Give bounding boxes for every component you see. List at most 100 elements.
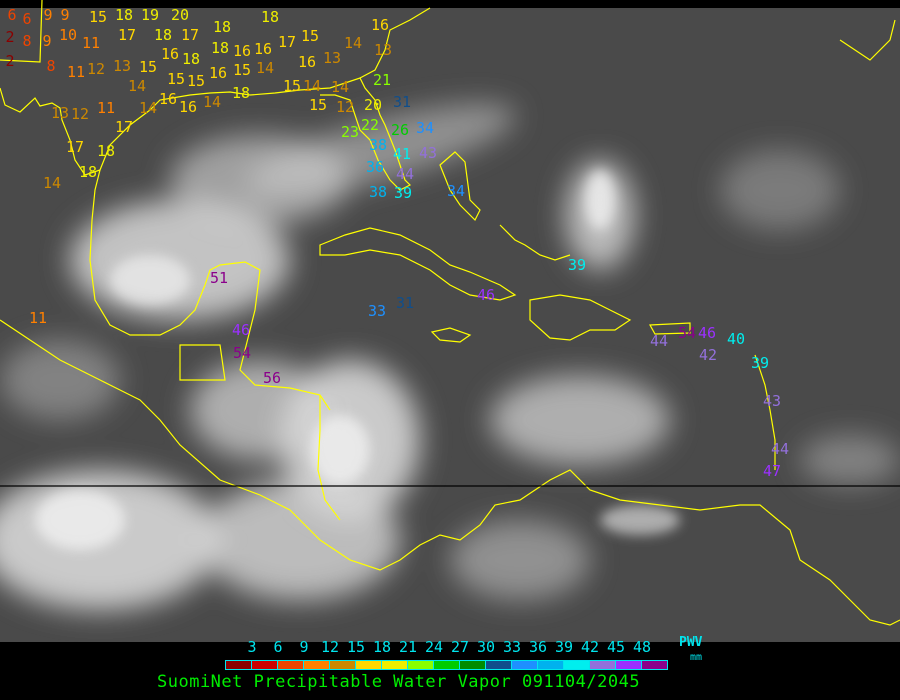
station-pwv-label: 14 xyxy=(344,34,362,52)
station-pwv-label: 18 xyxy=(97,142,115,160)
station-pwv-label: 11 xyxy=(29,309,47,327)
station-pwv-label: 16 xyxy=(298,53,316,71)
legend-swatch xyxy=(408,661,434,669)
legend-tick: 42 xyxy=(580,638,600,656)
station-pwv-label: 8 xyxy=(22,32,31,50)
station-pwv-label: 19 xyxy=(141,6,159,24)
station-pwv-label: 16 xyxy=(159,90,177,108)
station-pwv-label: 13 xyxy=(51,104,69,122)
station-pwv-label: 10 xyxy=(59,26,77,44)
station-pwv-label: 39 xyxy=(751,354,769,372)
station-pwv-label: 42 xyxy=(699,346,717,364)
legend-label: PWV xyxy=(679,635,703,650)
legend-tick: 36 xyxy=(528,638,548,656)
legend-tick-labels: 3 6 9 12 15 18 21 24 27 30 33 36 39 42 45 48 xyxy=(226,638,686,656)
station-pwv-label: 44 xyxy=(396,165,414,183)
station-pwv-label: 14 xyxy=(256,59,274,77)
station-pwv-label: 14 xyxy=(128,77,146,95)
station-pwv-label: 8 xyxy=(46,57,55,75)
station-pwv-label: 47 xyxy=(763,462,781,480)
station-pwv-label: 6 xyxy=(7,6,16,24)
legend-tick: 3 xyxy=(247,638,257,656)
station-pwv-label: 20 xyxy=(171,6,189,24)
station-pwv-label: 2 xyxy=(5,28,14,46)
station-pwv-label: 38 xyxy=(369,136,387,154)
station-pwv-label: 18 xyxy=(79,163,97,181)
legend-tick: 27 xyxy=(450,638,470,656)
station-pwv-label: 15 xyxy=(167,70,185,88)
station-pwv-label: 44 xyxy=(650,332,668,350)
station-pwv-label: 46 xyxy=(698,324,716,342)
legend-swatch xyxy=(590,661,616,669)
station-pwv-label: 15 xyxy=(89,8,107,26)
legend-swatch xyxy=(642,661,667,669)
station-pwv-label: 56 xyxy=(263,369,281,387)
station-pwv-label: 31 xyxy=(396,294,414,312)
station-pwv-label: 18 xyxy=(154,26,172,44)
station-pwv-label: 41 xyxy=(393,145,411,163)
station-pwv-label: 31 xyxy=(393,93,411,111)
station-pwv-label: 44 xyxy=(771,440,789,458)
station-pwv-label: 46 xyxy=(232,321,250,339)
station-pwv-label: 14 xyxy=(43,174,61,192)
station-pwv-label: 18 xyxy=(115,6,133,24)
station-pwv-label: 40 xyxy=(727,330,745,348)
legend-tick: 39 xyxy=(554,638,574,656)
station-pwv-label: 38 xyxy=(369,183,387,201)
station-pwv-label: 9 xyxy=(42,32,51,50)
station-pwv-label: 14 xyxy=(203,93,221,111)
station-pwv-label: 11 xyxy=(67,63,85,81)
station-pwv-label: 33 xyxy=(368,302,386,320)
station-pwv-label: 34 xyxy=(416,119,434,137)
station-pwv-label: 23 xyxy=(341,123,359,141)
station-pwv-label: 14 xyxy=(139,99,157,117)
station-pwv-label: 11 xyxy=(97,99,115,117)
station-pwv-label: 54 xyxy=(678,324,696,342)
station-pwv-label: 17 xyxy=(66,138,84,156)
station-pwv-label: 12 xyxy=(336,98,354,116)
legend-swatch xyxy=(382,661,408,669)
legend-tick: 15 xyxy=(346,638,366,656)
station-pwv-label: 17 xyxy=(181,26,199,44)
station-pwv-label: 15 xyxy=(233,61,251,79)
station-pwv-label: 9 xyxy=(60,6,69,24)
station-pwv-label: 16 xyxy=(161,45,179,63)
station-pwv-label: 54 xyxy=(233,344,251,362)
station-pwv-label: 2 xyxy=(5,52,14,70)
legend-swatch xyxy=(304,661,330,669)
station-pwv-label: 14 xyxy=(303,77,321,95)
station-pwv-label: 39 xyxy=(394,184,412,202)
station-pwv-label: 18 xyxy=(182,50,200,68)
cloud-detail xyxy=(35,170,680,550)
station-pwv-label: 11 xyxy=(82,34,100,52)
legend-tick: 45 xyxy=(606,638,626,656)
legend-tick: 33 xyxy=(502,638,522,656)
station-pwv-label: 15 xyxy=(309,96,327,114)
legend-tick: 30 xyxy=(476,638,496,656)
legend-swatch xyxy=(512,661,538,669)
station-pwv-label: 20 xyxy=(364,96,382,114)
legend-swatch xyxy=(460,661,486,669)
station-pwv-label: 18 xyxy=(213,18,231,36)
station-pwv-label: 17 xyxy=(118,26,136,44)
station-pwv-label: 22 xyxy=(361,116,379,134)
station-pwv-label: 21 xyxy=(373,71,391,89)
legend-color-bar xyxy=(225,660,668,670)
station-pwv-label: 17 xyxy=(115,118,133,136)
legend-swatch xyxy=(356,661,382,669)
legend-swatch xyxy=(486,661,512,669)
station-pwv-label: 13 xyxy=(323,49,341,67)
station-pwv-label: 16 xyxy=(233,42,251,60)
station-pwv-label: 51 xyxy=(210,269,228,287)
map-title: SuomiNet Precipitable Water Vapor 091104… xyxy=(157,672,641,692)
legend-swatch xyxy=(252,661,278,669)
legend-unit: mm xyxy=(690,652,703,663)
legend-swatch xyxy=(278,661,304,669)
legend-tick: 21 xyxy=(398,638,418,656)
station-pwv-label: 16 xyxy=(371,16,389,34)
station-pwv-label: 39 xyxy=(568,256,586,274)
station-pwv-label: 34 xyxy=(447,182,465,200)
legend-tick: 48 xyxy=(632,638,652,656)
station-pwv-label: 43 xyxy=(419,144,437,162)
